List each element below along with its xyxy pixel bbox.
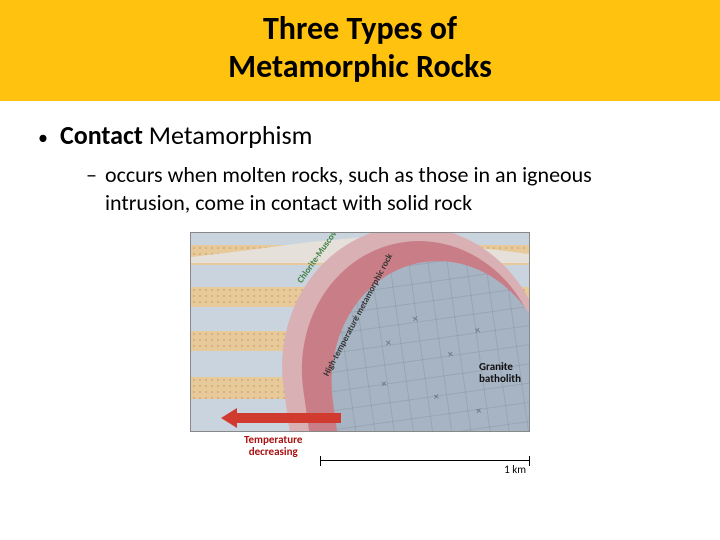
bullet-rest: Metamorphism bbox=[143, 119, 313, 151]
granite-label-l2: batholith bbox=[479, 372, 521, 385]
arrow-head bbox=[221, 408, 237, 428]
granite-label: Granite batholith bbox=[479, 361, 521, 385]
granite-label-l1: Granite bbox=[479, 360, 513, 373]
title-line-2: Metamorphic Rocks bbox=[228, 47, 492, 86]
title-banner: Three Types of Metamorphic Rocks bbox=[0, 0, 720, 101]
title-line-1: Three Types of bbox=[263, 9, 457, 48]
temperature-label: Temperature decreasing bbox=[244, 434, 302, 457]
bullet-dot-icon: • bbox=[38, 128, 48, 148]
bullet-term: Contact bbox=[60, 119, 143, 151]
contact-metamorphism-diagram: × × × × × × × × × Chlorite-Muscovite Bio… bbox=[190, 232, 530, 488]
scale-line bbox=[320, 460, 530, 461]
arrow-shaft bbox=[237, 413, 341, 423]
page-title: Three Types of Metamorphic Rocks bbox=[40, 10, 680, 87]
cross-section: × × × × × × × × × Chlorite-Muscovite Bio… bbox=[190, 232, 530, 432]
diagram-container: × × × × × × × × × Chlorite-Muscovite Bio… bbox=[30, 232, 690, 488]
temperature-arrow-icon bbox=[221, 411, 341, 425]
bullet-level-1: • Contact Metamorphism bbox=[38, 119, 690, 151]
temp-label-l2: decreasing bbox=[249, 445, 298, 458]
bullet-dash-icon: – bbox=[86, 161, 97, 188]
bullet-level-2: – occurs when molten rocks, such as thos… bbox=[86, 161, 690, 218]
sub-bullet-text: occurs when molten rocks, such as those … bbox=[105, 161, 665, 218]
scale-bar: 1 km bbox=[320, 460, 530, 476]
content-area: • Contact Metamorphism – occurs when mol… bbox=[0, 101, 720, 488]
bullet-text: Contact Metamorphism bbox=[60, 119, 312, 151]
scale-label: 1 km bbox=[504, 463, 526, 476]
